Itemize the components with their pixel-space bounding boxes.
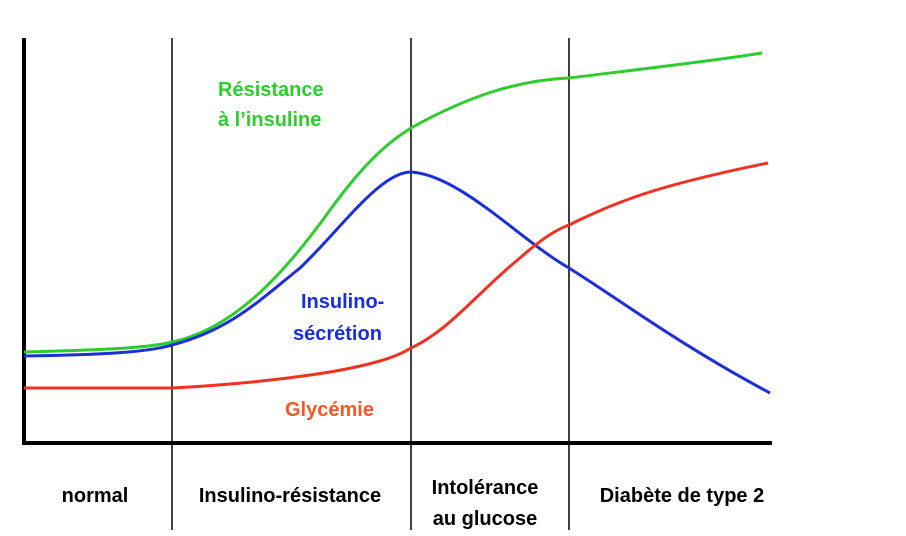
curve-label: Insulino- [301,291,384,313]
phase-label: Insulino-résistance [199,485,381,507]
phase-label: normal [62,485,129,507]
secretion-curve [23,170,771,395]
glycemia-curve [24,161,769,390]
phase-label: au glucose [433,508,537,530]
curve-label: sécrétion [293,323,382,345]
phase-label: Diabète de type 2 [600,485,765,507]
phase-label: Intolérance [432,477,539,499]
resistance-curve [23,51,763,354]
curve-label: Résistance [218,79,324,101]
curve-label: à l’insuline [218,109,321,131]
curve-label: Glycémie [285,399,374,421]
